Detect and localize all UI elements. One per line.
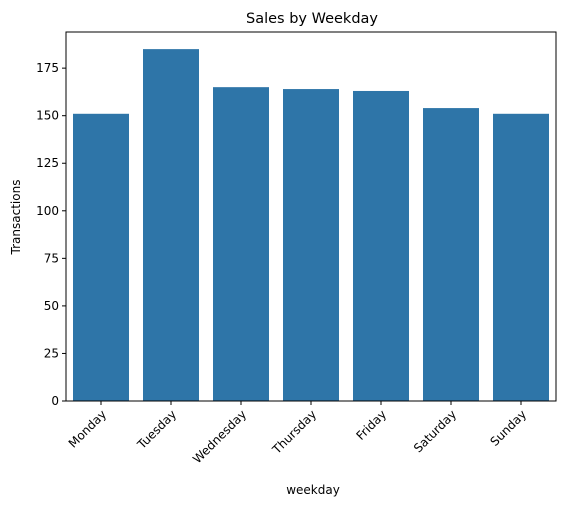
x-tick-label: Monday <box>66 407 109 450</box>
bars-group <box>73 49 549 402</box>
x-tick-label: Sunday <box>487 407 529 449</box>
y-tick-label: 75 <box>44 251 59 265</box>
y-tick-label: 150 <box>36 109 59 123</box>
bar-saturday <box>423 108 479 402</box>
bar-monday <box>73 113 129 401</box>
y-tick-label: 25 <box>44 346 59 360</box>
y-tick-label: 50 <box>44 299 59 313</box>
x-tick-label: Wednesday <box>190 407 249 466</box>
bar-wednesday <box>213 87 269 401</box>
x-tick-label: Saturday <box>411 407 459 455</box>
y-tick-label: 125 <box>36 156 59 170</box>
y-axis-label: Transactions <box>9 180 23 256</box>
bar-tuesday <box>143 49 199 401</box>
y-tick-label: 0 <box>51 394 59 408</box>
x-tick-label: Tuesday <box>134 407 179 452</box>
plot-frame <box>65 31 557 402</box>
bar-friday <box>353 90 409 401</box>
bar-sunday <box>493 113 549 401</box>
y-axis: 0 25 50 75 100 125 150 175 <box>36 61 66 408</box>
y-tick-label: 175 <box>36 61 59 75</box>
chart-title: Sales by Weekday <box>246 11 378 27</box>
bar-thursday <box>283 89 339 401</box>
x-tick-label: Friday <box>354 407 390 443</box>
x-axis: Monday Tuesday Wednesday Thursday Friday Satu… <box>66 401 529 466</box>
y-tick-label: 100 <box>36 204 59 218</box>
x-tick-label: Thursday <box>269 407 319 457</box>
x-axis-label: weekday <box>286 483 340 497</box>
